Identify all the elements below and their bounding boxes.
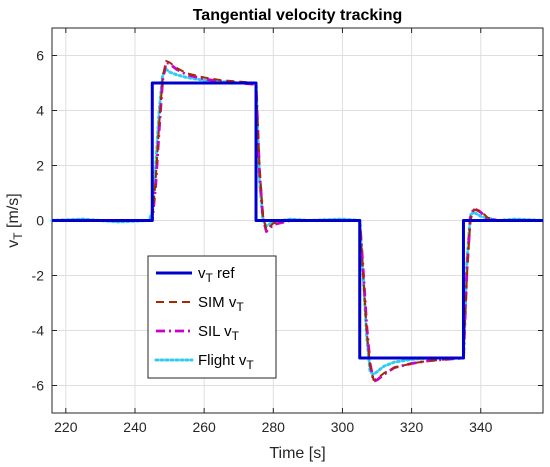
y-tick-label: -4 — [32, 323, 45, 339]
legend-label-flight-sub: T — [246, 358, 254, 372]
legend-label-sim-main: v — [229, 294, 237, 311]
x-tick-label: 280 — [262, 419, 286, 435]
legend-label-sim-sub: T — [236, 300, 244, 314]
x-tick-label: 260 — [192, 419, 216, 435]
legend-label-sim-prefix: SIM — [198, 294, 229, 311]
legend-label-flight-main: v — [239, 352, 247, 369]
series-ref-line — [52, 81, 543, 360]
y-tick-label: 6 — [36, 48, 44, 64]
y-axis-label: vT [m/s] — [5, 193, 25, 247]
legend-label-sil: SIL vT — [198, 323, 240, 343]
x-tick-label: 220 — [54, 419, 78, 435]
y-axis-label-sub: T — [11, 232, 25, 240]
legend-label-sil-prefix: SIL — [198, 323, 224, 340]
y-tick-label: 0 — [36, 213, 44, 229]
x-tick-label: 300 — [331, 419, 355, 435]
legend-box — [147, 255, 277, 379]
legend-label-ref-sub: T — [206, 271, 214, 285]
x-tick-label: 340 — [469, 419, 493, 435]
legend-label-ref-suffix: ref — [213, 265, 236, 282]
legend-items: vT ref SIM vT SIL vT Flight vT — [154, 265, 254, 372]
x-tick-label: 320 — [400, 419, 424, 435]
legend-label-flight-prefix: Flight — [198, 352, 239, 369]
y-tick-label: 2 — [36, 158, 44, 174]
chart-title: Tangential velocity tracking — [193, 7, 403, 24]
y-tick-label: -6 — [32, 378, 45, 394]
legend-label-sim: SIM vT — [198, 294, 244, 314]
legend-label-flight: Flight vT — [198, 352, 254, 372]
y-axis-label-main: v — [5, 240, 22, 248]
series-layer — [50, 60, 545, 383]
y-tick-label: -2 — [32, 268, 45, 284]
x-tick-label: 240 — [123, 419, 147, 435]
legend-label-ref-main: v — [198, 265, 206, 282]
legend-label-ref: vT ref — [198, 265, 235, 285]
legend-label-sil-main: v — [224, 323, 232, 340]
x-axis-label: Time [s] — [269, 445, 325, 462]
y-tick-label: 4 — [36, 103, 44, 119]
legend: vT ref SIM vT SIL vT Flight vT — [147, 255, 277, 379]
axis-ticks: 220 240 260 280 300 320 340 -6 -4 -2 0 2 4 6 — [32, 28, 543, 435]
y-axis-label-unit: [m/s] — [5, 193, 22, 232]
legend-label-sil-sub: T — [232, 329, 240, 343]
